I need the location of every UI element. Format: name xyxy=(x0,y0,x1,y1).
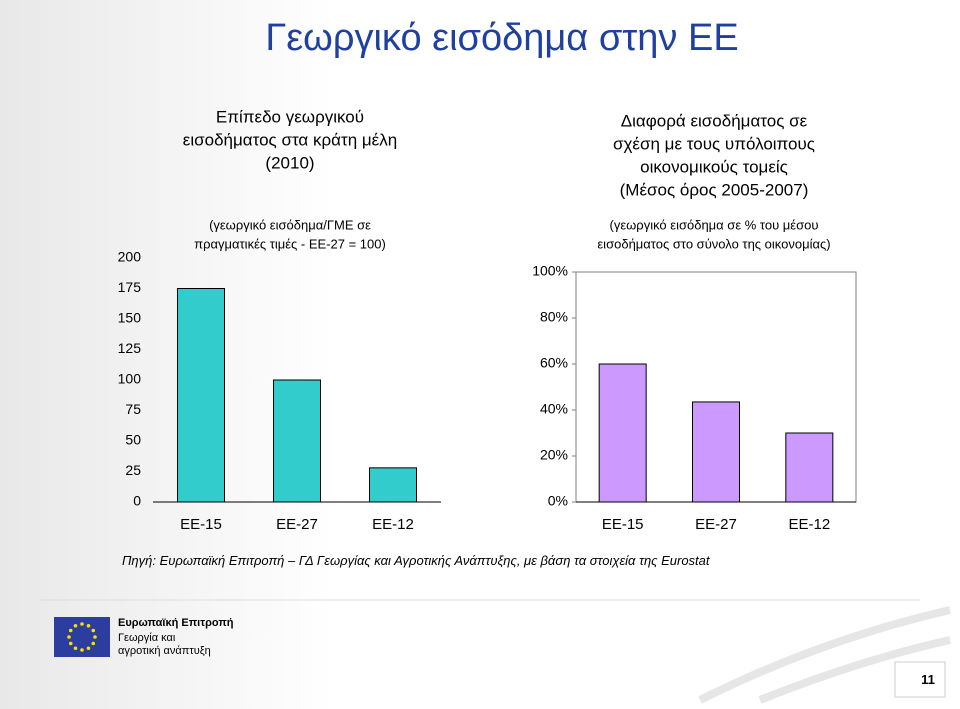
y-tick-label: 200 xyxy=(118,249,142,265)
chart-subtitle: (γεωργικό εισόδημα σε % του μέσου xyxy=(610,217,819,232)
eu-star xyxy=(68,628,73,633)
page-number-box xyxy=(894,661,946,698)
y-tick-label: 0% xyxy=(548,493,568,509)
x-tick-label: ΕΕ-27 xyxy=(276,516,318,533)
y-tick-label: 100% xyxy=(532,263,568,279)
chart-subtitle: (γεωργικό εισόδημα/ΓΜΕ σε xyxy=(209,217,371,232)
chart-title: εισοδήματος στα κράτη μέλη xyxy=(183,130,397,149)
footer-organization: Ευρωπαϊκή Επιτροπή xyxy=(118,617,234,629)
slide-title: Γεωργικό εισόδημα στην ΕΕ xyxy=(265,17,738,59)
eu-star xyxy=(91,641,96,646)
y-tick-label: 100 xyxy=(118,371,142,387)
eu-star xyxy=(91,628,96,633)
y-tick-label: 175 xyxy=(118,279,142,295)
source-note: Πηγή: Ευρωπαϊκή Επιτροπή – ΓΔ Γεωργίας κ… xyxy=(122,553,711,568)
bar xyxy=(177,288,225,503)
eu-star xyxy=(67,635,71,639)
decoration xyxy=(698,606,951,704)
x-tick-label: ΕΕ-27 xyxy=(695,516,737,533)
eu-star xyxy=(86,623,91,628)
y-tick-label: 50 xyxy=(125,432,141,448)
y-tick-label: 75 xyxy=(125,401,141,417)
y-tick-label: 60% xyxy=(540,355,568,371)
chart-title: οικονομικούς τομείς xyxy=(640,157,788,176)
chart-title: Επίπεδο γεωργικού xyxy=(216,107,364,126)
eu-star xyxy=(73,623,78,628)
eu-star xyxy=(93,635,97,639)
chart-subtitle: εισοδήματος στο σύνολο της οικονομίας) xyxy=(597,236,830,251)
y-tick-label: 80% xyxy=(540,309,568,325)
chart-subtitle: πραγματικές τιμές - ΕΕ-27 = 100) xyxy=(194,236,386,251)
x-tick-label: ΕΕ-15 xyxy=(602,516,644,533)
eu-star xyxy=(68,641,73,646)
bar xyxy=(785,432,834,503)
y-tick-label: 40% xyxy=(540,401,568,417)
bar xyxy=(369,467,417,503)
page-number: 11 xyxy=(921,672,935,687)
bar xyxy=(273,379,321,503)
eu-star xyxy=(86,646,91,651)
y-tick-label: 20% xyxy=(540,447,568,463)
footer-department: αγροτική ανάπτυξη xyxy=(118,645,211,657)
x-tick-label: ΕΕ-12 xyxy=(372,516,414,533)
eu-star xyxy=(80,648,84,652)
y-tick-label: 0 xyxy=(133,493,141,509)
y-tick-label: 25 xyxy=(125,462,141,478)
y-tick-label: 150 xyxy=(118,310,142,326)
eu-logo xyxy=(54,617,110,657)
chart-title: Διαφορά εισοδήματος σε xyxy=(621,111,808,130)
eu-star xyxy=(80,622,84,626)
y-tick-label: 125 xyxy=(118,340,142,356)
bar xyxy=(598,363,647,503)
eu-star xyxy=(73,646,78,651)
footer-department: Γεωργία και xyxy=(118,632,176,644)
bar xyxy=(692,401,740,503)
x-tick-label: ΕΕ-15 xyxy=(180,516,222,533)
x-tick-label: ΕΕ-12 xyxy=(788,516,830,533)
chart-title: σχέση με τους υπόλοιπους xyxy=(613,134,815,153)
chart-title: (Μέσος όρος 2005-2007) xyxy=(620,180,809,199)
chart-title: (2010) xyxy=(265,153,314,172)
